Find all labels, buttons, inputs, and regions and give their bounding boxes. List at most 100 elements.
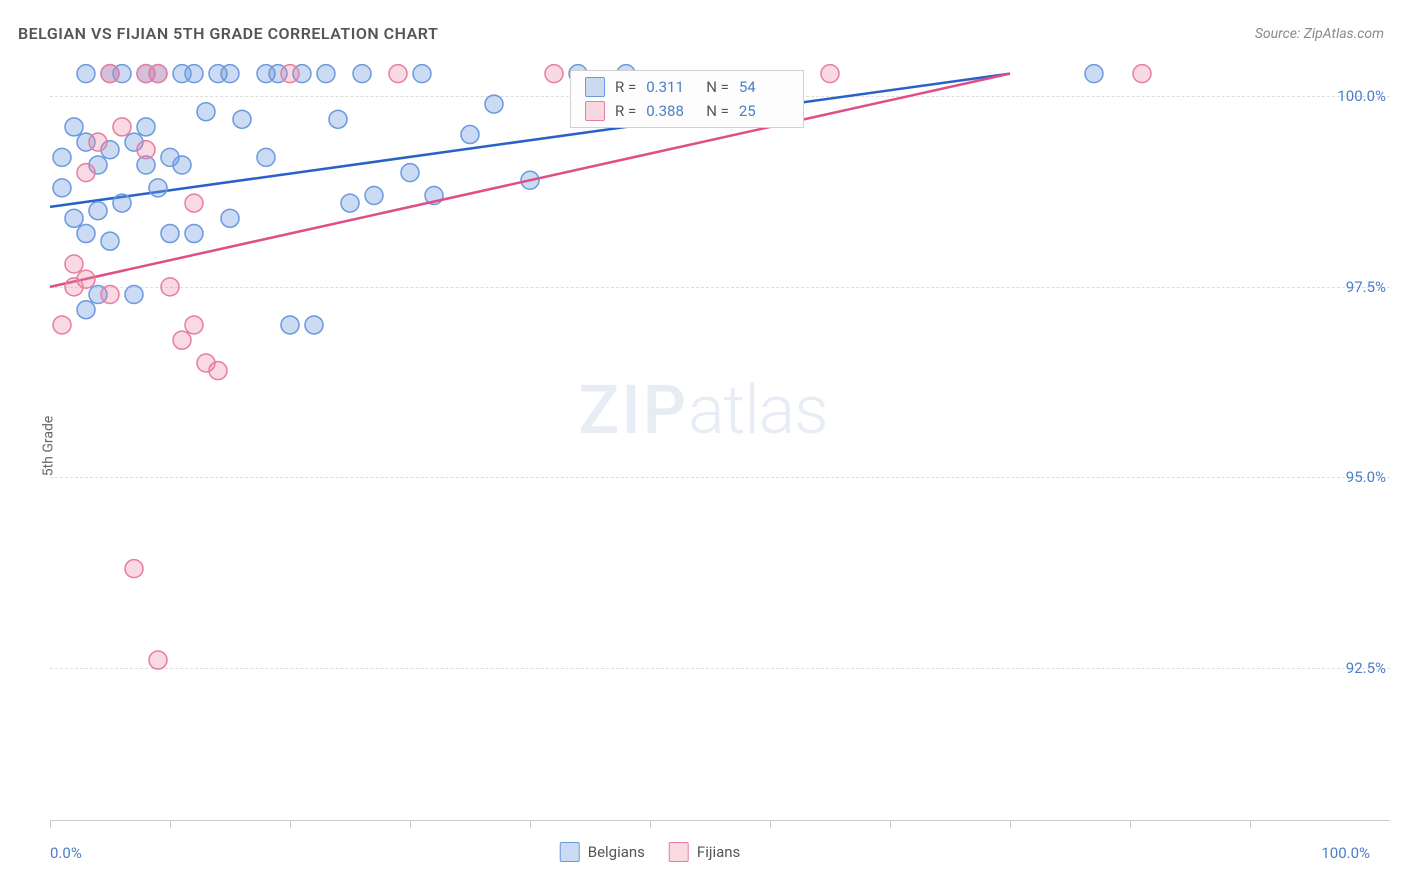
n-value: 54 bbox=[739, 78, 789, 96]
data-point bbox=[161, 278, 179, 296]
data-point bbox=[101, 65, 119, 83]
data-point bbox=[77, 65, 95, 83]
x-tick bbox=[170, 820, 171, 828]
trend-line bbox=[50, 74, 1010, 287]
data-point bbox=[221, 209, 239, 227]
data-point bbox=[1085, 65, 1103, 83]
legend-label: Belgians bbox=[588, 843, 645, 861]
x-tick bbox=[1130, 820, 1131, 828]
data-point bbox=[77, 270, 95, 288]
n-value: 25 bbox=[739, 102, 789, 120]
x-tick bbox=[1250, 820, 1251, 828]
data-point bbox=[149, 65, 167, 83]
x-tick bbox=[650, 820, 651, 828]
legend-stats-box: R = 0.311 N = 54 R = 0.388 N = 25 bbox=[570, 70, 804, 128]
legend-swatch bbox=[560, 842, 580, 862]
data-point bbox=[485, 95, 503, 113]
data-point bbox=[197, 103, 215, 121]
y-tick-label: 95.0% bbox=[1346, 468, 1386, 486]
data-point bbox=[53, 316, 71, 334]
data-point bbox=[65, 209, 83, 227]
data-point bbox=[77, 301, 95, 319]
legend-item: Fijians bbox=[669, 842, 740, 862]
data-point bbox=[413, 65, 431, 83]
x-tick bbox=[770, 820, 771, 828]
data-point bbox=[89, 133, 107, 151]
data-point bbox=[125, 285, 143, 303]
data-point bbox=[365, 186, 383, 204]
data-point bbox=[257, 148, 275, 166]
data-point bbox=[101, 285, 119, 303]
data-point bbox=[341, 194, 359, 212]
legend-label: Fijians bbox=[697, 843, 740, 861]
y-tick-label: 100.0% bbox=[1337, 87, 1386, 105]
data-point bbox=[137, 118, 155, 136]
data-point bbox=[113, 194, 131, 212]
data-point bbox=[77, 225, 95, 243]
data-point bbox=[221, 65, 239, 83]
r-value: 0.311 bbox=[646, 78, 696, 96]
x-tick bbox=[890, 820, 891, 828]
data-point bbox=[65, 118, 83, 136]
data-point bbox=[113, 118, 131, 136]
x-tick bbox=[1010, 820, 1011, 828]
y-tick-label: 92.5% bbox=[1346, 659, 1386, 677]
data-point bbox=[281, 65, 299, 83]
x-axis-max-label: 100.0% bbox=[1321, 844, 1370, 862]
data-point bbox=[185, 225, 203, 243]
data-point bbox=[305, 316, 323, 334]
x-axis-min-label: 0.0% bbox=[50, 844, 82, 862]
data-point bbox=[125, 560, 143, 578]
n-label: N = bbox=[706, 102, 729, 120]
chart-container: BELGIAN VS FIJIAN 5TH GRADE CORRELATION … bbox=[0, 0, 1406, 892]
data-point bbox=[173, 156, 191, 174]
data-point bbox=[89, 202, 107, 220]
x-tick bbox=[530, 820, 531, 828]
r-label: R = bbox=[615, 102, 636, 120]
data-point bbox=[173, 331, 191, 349]
data-point bbox=[821, 65, 839, 83]
scatter-svg bbox=[50, 66, 1250, 820]
data-point bbox=[185, 65, 203, 83]
data-point bbox=[101, 232, 119, 250]
x-tick bbox=[50, 820, 51, 828]
data-point bbox=[137, 141, 155, 159]
data-point bbox=[185, 194, 203, 212]
legend-item: Belgians bbox=[560, 842, 645, 862]
data-point bbox=[209, 362, 227, 380]
r-label: R = bbox=[615, 78, 636, 96]
source-attribution: Source: ZipAtlas.com bbox=[1255, 26, 1384, 42]
legend-bottom: Belgians Fijians bbox=[560, 842, 741, 862]
data-point bbox=[545, 65, 563, 83]
data-point bbox=[1133, 65, 1151, 83]
chart-title: BELGIAN VS FIJIAN 5TH GRADE CORRELATION … bbox=[18, 24, 438, 43]
data-point bbox=[149, 179, 167, 197]
data-point bbox=[389, 65, 407, 83]
data-point bbox=[281, 316, 299, 334]
legend-swatch bbox=[585, 101, 605, 121]
x-tick bbox=[410, 820, 411, 828]
plot-area bbox=[50, 66, 1250, 820]
data-point bbox=[149, 651, 167, 669]
legend-swatch bbox=[669, 842, 689, 862]
legend-stats-row: R = 0.311 N = 54 bbox=[571, 75, 803, 99]
data-point bbox=[353, 65, 371, 83]
data-point bbox=[185, 316, 203, 334]
data-point bbox=[233, 110, 251, 128]
n-label: N = bbox=[706, 78, 729, 96]
x-tick bbox=[290, 820, 291, 828]
x-axis-line bbox=[50, 820, 1390, 821]
data-point bbox=[77, 164, 95, 182]
data-point bbox=[329, 110, 347, 128]
x-axis-area: 0.0% 100.0% BelgiansFijians bbox=[50, 820, 1250, 880]
data-point bbox=[53, 148, 71, 166]
data-point bbox=[53, 179, 71, 197]
data-point bbox=[401, 164, 419, 182]
legend-stats-row: R = 0.388 N = 25 bbox=[571, 99, 803, 123]
data-point bbox=[65, 255, 83, 273]
data-point bbox=[317, 65, 335, 83]
y-tick-label: 97.5% bbox=[1346, 278, 1386, 296]
data-point bbox=[161, 225, 179, 243]
legend-swatch bbox=[585, 77, 605, 97]
r-value: 0.388 bbox=[646, 102, 696, 120]
